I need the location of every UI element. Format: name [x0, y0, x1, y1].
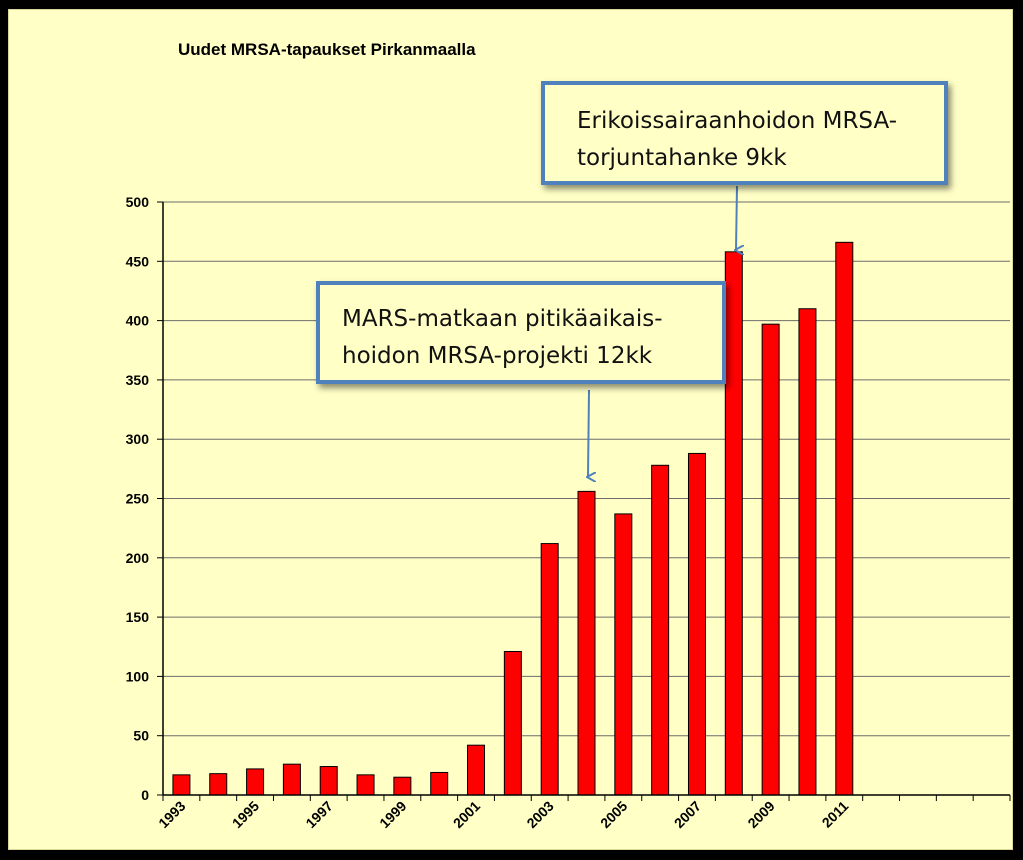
x-tick-label: 1999 — [376, 798, 409, 831]
bar-2010 — [798, 308, 817, 796]
callout-line: hoidon MRSA-projekti 12kk — [342, 343, 653, 369]
callout-mars-project: MARS-matkaan pitikäaikais- hoidon MRSA-p… — [316, 281, 726, 384]
arrow-to-2008 — [736, 185, 737, 250]
bar-1997 — [319, 766, 338, 796]
bar-2001 — [467, 744, 486, 796]
y-tick-label: 250 — [126, 491, 150, 507]
callout-erikoissairaanhoito: Erikoissairaanhoidon MRSA- torjuntahanke… — [541, 81, 948, 185]
y-tick-labels: 0 50 100 150 200 250 300 350 400 450 500 — [126, 194, 150, 803]
x-tick-label: 2009 — [744, 798, 777, 831]
callout-line: MARS-matkaan pitikäaikais- — [342, 306, 663, 332]
y-tick-label: 0 — [141, 787, 149, 803]
chart-title: Uudet MRSA-tapaukset Pirkanmaalla — [178, 40, 476, 59]
x-tick-label: 2007 — [671, 798, 704, 831]
y-tick-label: 350 — [126, 372, 150, 388]
x-tick-label: 1997 — [302, 798, 335, 831]
bar-2002 — [503, 650, 522, 796]
x-tick-label: 2011 — [819, 798, 852, 831]
x-tick-label: 1995 — [229, 798, 262, 831]
bar-2011 — [835, 241, 854, 796]
bar-2008 — [724, 251, 743, 796]
x-tick-label: 1993 — [155, 798, 188, 831]
callout-line: torjuntahanke 9kk — [577, 145, 787, 171]
bar-2006 — [651, 464, 670, 796]
bar-2005 — [614, 513, 633, 796]
bar-1994 — [209, 773, 228, 796]
y-tick-label: 450 — [126, 253, 150, 269]
x-tick-label: 2003 — [523, 798, 556, 831]
bar-1998 — [356, 774, 375, 796]
bar-1996 — [282, 763, 301, 796]
y-tick-label: 100 — [126, 668, 150, 684]
y-tick-label: 300 — [126, 431, 150, 447]
bar-1993 — [172, 774, 191, 796]
axes — [157, 201, 1011, 801]
y-tick-label: 50 — [133, 728, 149, 744]
x-tick-labels: 1993 1995 1997 1999 2001 2003 2005 2007 2009 2011 — [155, 798, 851, 831]
arrow-to-2004 — [588, 389, 589, 477]
y-tick-label: 500 — [126, 194, 150, 210]
bars — [172, 241, 854, 796]
bar-1995 — [246, 768, 265, 796]
callout-arrows — [588, 185, 737, 477]
x-tick-label: 2005 — [597, 798, 630, 831]
bar-2004 — [577, 490, 596, 796]
callout-line: Erikoissairaanhoidon MRSA- — [577, 108, 897, 134]
bar-2003 — [540, 543, 559, 796]
bar-2009 — [761, 323, 780, 796]
y-tick-label: 200 — [126, 550, 150, 566]
x-tick-label: 2001 — [450, 798, 483, 831]
y-tick-label: 400 — [126, 313, 150, 329]
bar-2007 — [687, 452, 706, 796]
y-tick-label: 150 — [126, 609, 150, 625]
bar-2000 — [430, 771, 449, 796]
bar-1999 — [393, 776, 412, 796]
